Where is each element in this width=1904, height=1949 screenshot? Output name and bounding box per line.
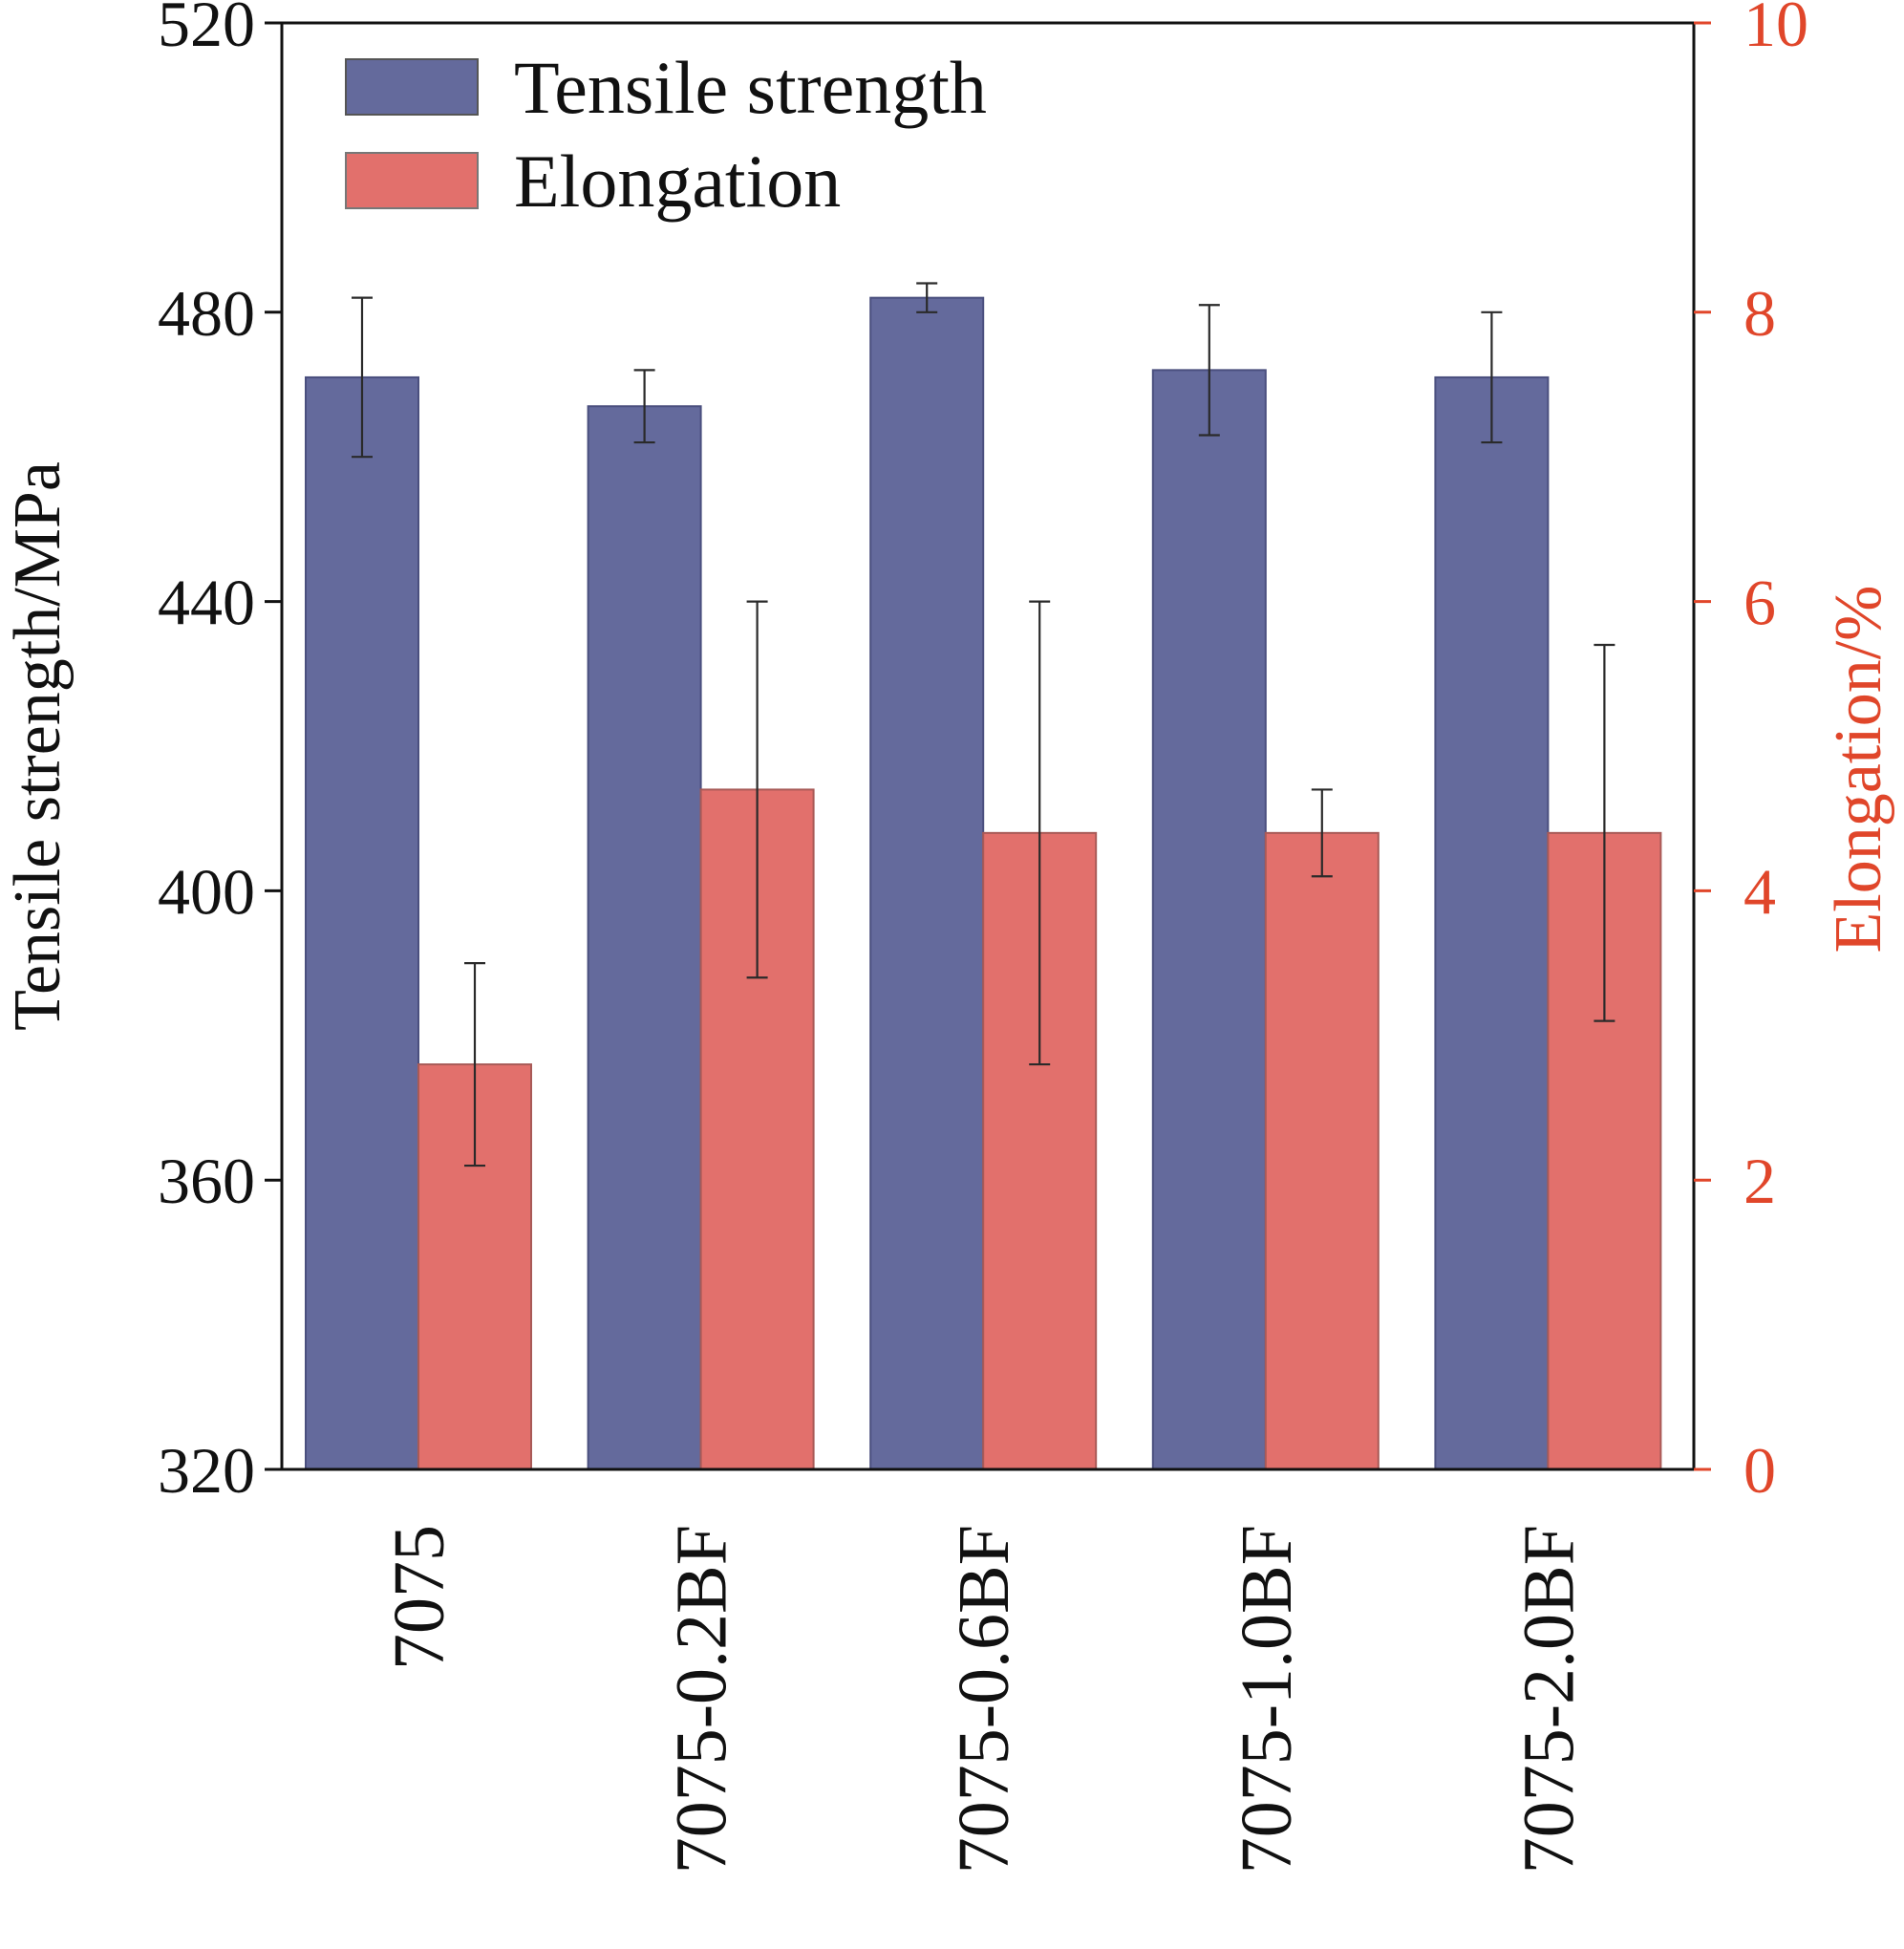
error-bar-tensile-strength-3 xyxy=(1198,304,1220,437)
error-bar-tensile-strength-1 xyxy=(633,369,655,444)
right-axis: 0 2 4 6 8 10 xyxy=(1694,0,1808,1507)
bar-tensile-strength-1 xyxy=(587,405,702,1471)
left-tick-label-5: 520 xyxy=(158,0,255,60)
category-label-4: 7075-2.0BF xyxy=(1508,1525,1589,1874)
left-tick-label-0: 320 xyxy=(158,1434,255,1507)
category-label-2: 7075-0.6BF xyxy=(944,1525,1024,1874)
left-axis-title: Tensile strength/MPa xyxy=(1,461,75,1031)
bars-layer xyxy=(305,296,1662,1471)
left-axis: 320 360 400 440 480 520 xyxy=(158,0,282,1507)
category-label-1: 7075-0.2BF xyxy=(662,1525,742,1874)
left-tick-label-1: 360 xyxy=(158,1145,255,1217)
error-bar-elongation-4 xyxy=(1594,643,1615,1022)
left-tick-label-2: 400 xyxy=(158,855,255,928)
right-tick-label-3: 6 xyxy=(1744,567,1776,639)
left-tick-label-3: 440 xyxy=(158,567,255,639)
bar-tensile-strength-0 xyxy=(305,375,419,1470)
error-bar-elongation-0 xyxy=(464,961,485,1167)
error-bar-tensile-strength-2 xyxy=(916,282,938,313)
legend-label-tensile-strength: Tensile strength xyxy=(514,46,987,129)
legend: Tensile strength Elongation xyxy=(345,46,987,223)
error-bar-tensile-strength-4 xyxy=(1481,311,1503,444)
bar-tensile-strength-2 xyxy=(869,296,985,1470)
legend-swatch-tensile-strength xyxy=(345,58,479,116)
error-bar-tensile-strength-0 xyxy=(352,296,373,459)
plot-frame xyxy=(280,21,1696,1471)
right-tick-label-1: 2 xyxy=(1744,1145,1776,1217)
right-tick-label-5: 10 xyxy=(1744,0,1808,60)
error-bars-layer xyxy=(352,282,1615,1167)
category-label-0: 7075 xyxy=(379,1525,460,1670)
bar-tensile-strength-3 xyxy=(1151,369,1267,1470)
left-tick-label-4: 480 xyxy=(158,277,255,350)
error-bar-elongation-3 xyxy=(1311,788,1333,878)
legend-swatch-elongation xyxy=(345,152,479,209)
right-tick-label-2: 4 xyxy=(1744,855,1776,928)
right-tick-label-0: 0 xyxy=(1744,1434,1776,1507)
right-tick-label-4: 8 xyxy=(1744,277,1776,350)
right-axis-title: Elongation/% xyxy=(1822,586,1895,953)
error-bar-elongation-1 xyxy=(746,600,768,979)
bar-tensile-strength-4 xyxy=(1434,375,1550,1470)
bar-elongation-3 xyxy=(1264,831,1380,1470)
category-axis: 7075 7075-0.2BF 7075-0.6BF 7075-1.0BF 7075-2… xyxy=(379,1525,1589,1874)
legend-label-elongation: Elongation xyxy=(514,139,841,223)
category-label-3: 7075-1.0BF xyxy=(1227,1525,1307,1874)
error-bar-elongation-2 xyxy=(1029,600,1051,1066)
